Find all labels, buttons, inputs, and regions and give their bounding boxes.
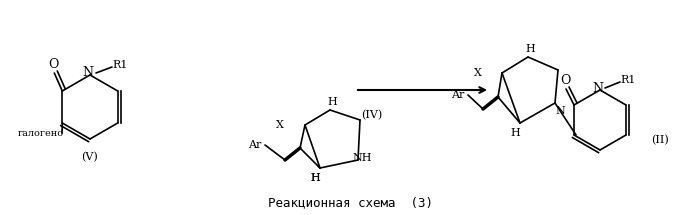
Text: N: N (593, 81, 603, 95)
Text: (V): (V) (82, 152, 99, 162)
Text: галогено: галогено (18, 129, 64, 138)
Text: H: H (510, 128, 520, 138)
Text: R1: R1 (113, 60, 128, 70)
Text: O: O (48, 58, 59, 72)
Text: H: H (327, 97, 337, 107)
Text: Реакционная схема  (3): Реакционная схема (3) (268, 197, 433, 209)
Text: Ar: Ar (452, 90, 465, 100)
Text: H: H (310, 173, 320, 183)
Text: O: O (560, 75, 570, 88)
Text: N: N (82, 66, 94, 80)
Text: NH: NH (352, 153, 372, 163)
Text: X: X (474, 68, 482, 78)
Text: H: H (525, 44, 535, 54)
Text: H: H (310, 173, 320, 183)
Text: N: N (555, 106, 565, 116)
Text: (II): (II) (651, 135, 669, 145)
Text: X: X (276, 120, 284, 130)
Text: R1: R1 (620, 75, 635, 85)
Text: Ar: Ar (248, 140, 261, 150)
Text: (IV): (IV) (361, 110, 382, 120)
